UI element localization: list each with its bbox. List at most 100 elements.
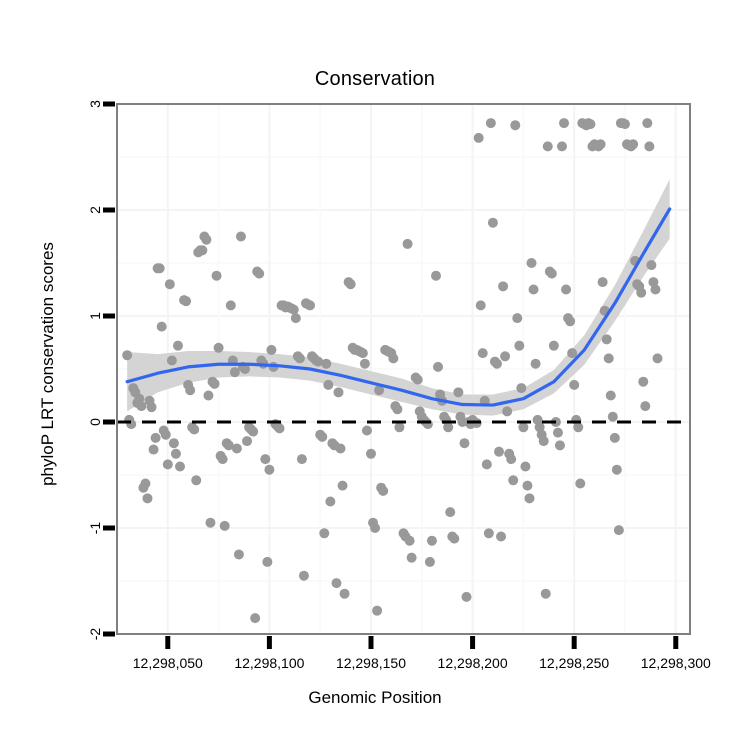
data-point <box>548 340 559 351</box>
y-tick-labels: -2 -1 0 1 2 3 <box>87 100 103 640</box>
data-point <box>333 387 344 398</box>
data-point <box>225 300 236 311</box>
data-point <box>365 448 376 459</box>
data-point <box>552 427 563 438</box>
data-point <box>317 431 328 442</box>
data-point <box>313 356 324 367</box>
data-point <box>294 353 305 364</box>
data-point <box>510 120 521 131</box>
data-point <box>475 300 486 311</box>
data-point <box>494 446 504 457</box>
panel-border <box>116 103 691 635</box>
x-tick-label: 12,298,100 <box>234 655 304 671</box>
data-point <box>601 334 612 345</box>
data-point <box>150 432 161 443</box>
data-point <box>473 132 484 143</box>
y-tick-label: 0 <box>87 418 103 426</box>
data-point <box>652 353 663 364</box>
data-point <box>611 464 622 475</box>
data-point <box>481 459 492 470</box>
y-tick-label: 3 <box>87 100 103 108</box>
data-point <box>502 406 513 417</box>
data-point <box>526 258 537 268</box>
data-point <box>305 300 316 311</box>
x-tick-label: 12,298,250 <box>539 655 609 671</box>
data-point <box>459 438 470 449</box>
data-point <box>240 364 251 374</box>
data-point <box>496 531 507 542</box>
data-point <box>148 444 159 455</box>
data-point <box>168 438 179 449</box>
data-point <box>339 588 350 599</box>
data-point <box>250 613 261 624</box>
data-point <box>554 440 565 451</box>
data-point <box>638 376 649 387</box>
data-point <box>170 448 181 459</box>
data-point <box>154 263 165 274</box>
data-point <box>335 443 346 454</box>
data-point <box>518 422 529 433</box>
data-point <box>524 493 535 504</box>
data-point <box>156 321 167 332</box>
data-point <box>260 454 271 465</box>
data-point <box>357 348 368 359</box>
data-point <box>619 119 630 130</box>
data-point <box>559 118 570 129</box>
data-point <box>205 517 216 528</box>
data-point <box>603 353 614 364</box>
data-point <box>483 528 494 539</box>
data-point <box>445 507 456 518</box>
data-point <box>142 493 153 504</box>
data-point <box>607 411 618 422</box>
data-point <box>520 461 531 472</box>
data-point <box>254 268 265 279</box>
data-point <box>191 475 202 486</box>
data-point <box>166 355 177 366</box>
data-point <box>516 383 527 394</box>
data-point <box>575 478 586 489</box>
data-point <box>567 348 578 359</box>
data-point <box>323 379 334 390</box>
y-tick-label: -1 <box>87 522 103 535</box>
data-point <box>197 245 208 256</box>
data-point <box>542 141 553 152</box>
data-point <box>597 277 608 288</box>
data-point <box>233 549 244 560</box>
x-tick-label: 12,298,200 <box>438 655 508 671</box>
data-point <box>274 423 285 434</box>
data-point <box>433 361 444 372</box>
scatter-points <box>122 118 663 624</box>
data-point <box>461 591 472 602</box>
data-point <box>331 578 342 589</box>
data-point <box>146 402 157 413</box>
data-point <box>512 313 523 324</box>
data-point <box>565 316 576 327</box>
data-point <box>498 281 509 292</box>
data-point <box>605 390 616 401</box>
data-point <box>595 139 606 150</box>
data-point <box>325 496 336 507</box>
data-point <box>522 480 533 491</box>
data-point <box>500 351 511 362</box>
data-point <box>319 528 330 539</box>
data-point <box>290 313 301 324</box>
x-tick-label: 12,298,300 <box>641 655 711 671</box>
data-point <box>378 485 389 496</box>
data-point <box>122 350 133 361</box>
data-point <box>164 279 175 290</box>
data-point <box>213 342 224 353</box>
data-point <box>528 284 539 295</box>
x-tick-labels: 12,298,050 12,298,100 12,298,150 12,298,200… <box>133 655 711 671</box>
data-point <box>248 426 259 437</box>
data-point <box>374 385 385 396</box>
data-point <box>431 270 442 281</box>
data-point <box>402 238 413 249</box>
data-point <box>172 340 183 351</box>
data-point <box>424 556 435 567</box>
data-point <box>646 260 657 271</box>
data-point <box>406 552 417 563</box>
y-tick-label: 1 <box>87 312 103 320</box>
data-point <box>321 358 332 369</box>
